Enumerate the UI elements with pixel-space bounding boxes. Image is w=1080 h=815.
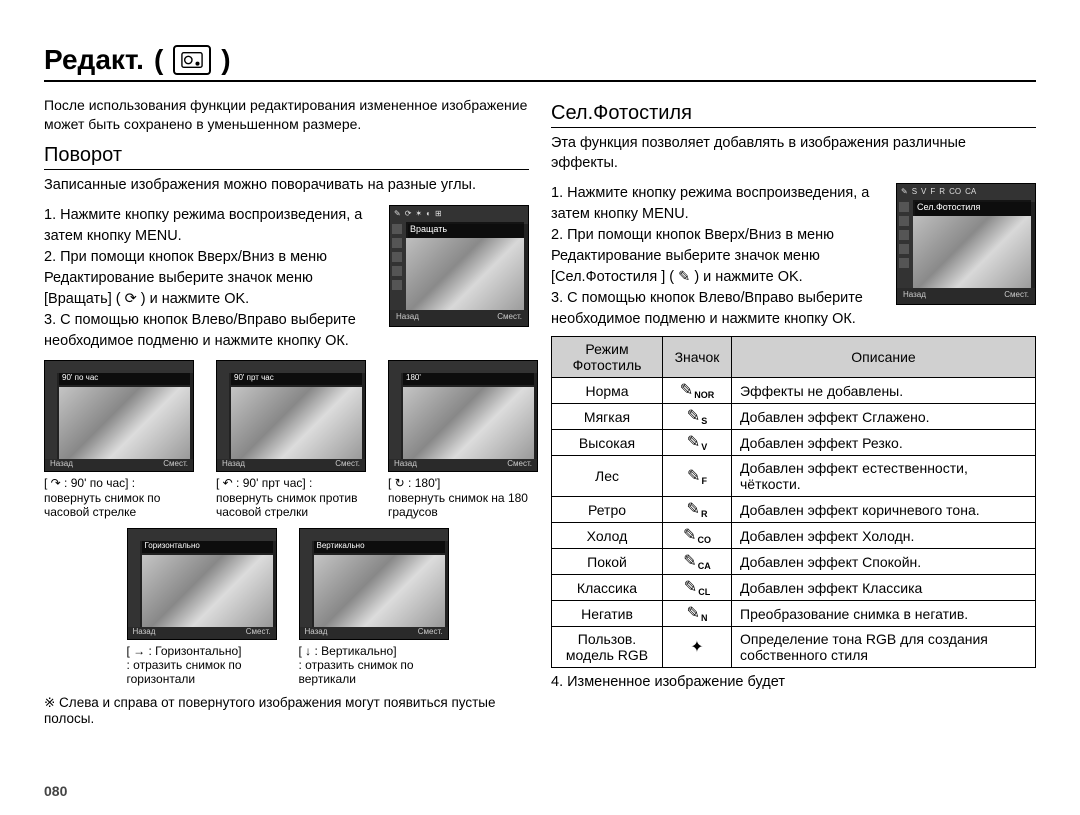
page-title: Редакт. ( ) [44, 44, 1036, 82]
table-row: Ретро✎RДобавлен эффект коричневого тона. [552, 497, 1036, 523]
photostyle-section-title: Сел.Фотостиля [551, 102, 1036, 128]
rotate-icon-inline: ⟳ [125, 291, 137, 307]
rotate-options-row-1: 90' по час НазадСмест. [ ↷ : 90' по час]… [44, 360, 529, 519]
page-title-text: Редакт. [44, 44, 144, 76]
page-number: 080 [44, 783, 67, 799]
mode-cell: Холод [552, 523, 663, 549]
rotate-opt-caption-ccw: [ ↶ : 90' прт час] : повернуть снимок пр… [216, 476, 364, 519]
rotate-opt-thumb-cw: 90' по час НазадСмест. [44, 360, 194, 472]
mode-cell: Норма [552, 378, 663, 404]
rotate-options-row-2: Горизонтально НазадСмест. [ → : Горизонт… [44, 528, 529, 687]
desc-cell: Добавлен эффект Холодн. [732, 523, 1036, 549]
icon-cell: ✎R [663, 497, 732, 523]
table-row: Холод✎COДобавлен эффект Холодн. [552, 523, 1036, 549]
rotate-section-title: Поворот [44, 144, 529, 170]
rotate-footnote: ※ Слева и справа от повернутого изображе… [44, 695, 529, 726]
rotate-opt-caption-h: [ → : Горизонтально] : отразить снимок п… [127, 644, 275, 687]
mode-cell: Негатив [552, 601, 663, 627]
icon-cell: ✎CO [663, 523, 732, 549]
desc-cell: Добавлен эффект естественности, чёткости… [732, 456, 1036, 497]
desc-cell: Добавлен эффект Резко. [732, 430, 1036, 456]
rotate-opt-caption-cw: [ ↷ : 90' по час] : повернуть снимок по … [44, 476, 192, 519]
mode-cell: Ретро [552, 497, 663, 523]
photostyle-step-2: 2. При помощи кнопок Вверх/Вниз в меню Р… [551, 225, 888, 288]
table-row: Классика✎CLДобавлен эффект Классика [552, 575, 1036, 601]
desc-cell: Преобразование снимка в негатив. [732, 601, 1036, 627]
rotate-opt-caption-v: [ ↓ : Вертикально] : отразить снимок по … [299, 644, 447, 687]
icon-cell: ✎S [663, 404, 732, 430]
mode-cell: Высокая [552, 430, 663, 456]
th-mode: Режим Фотостиль [552, 337, 663, 378]
rotate-preview-thumb: ✎⟳✶◐⊞ Вращать НазадСмест. [389, 205, 529, 327]
rotate-desc: Записанные изображения можно поворачиват… [44, 176, 529, 196]
icon-cell: ✎CL [663, 575, 732, 601]
mode-cell: Мягкая [552, 404, 663, 430]
table-row: Высокая✎VДобавлен эффект Резко. [552, 430, 1036, 456]
rotate-step-3: 3. С помощью кнопок Влево/Вправо выберит… [44, 310, 381, 352]
photostyle-desc: Эта функция позволяет добавлять в изобра… [551, 134, 1036, 173]
table-row: Негатив✎NПреобразование снимка в негатив… [552, 601, 1036, 627]
icon-cell: ✎F [663, 456, 732, 497]
table-row: Мягкая✎SДобавлен эффект Сглажено. [552, 404, 1036, 430]
photostyle-step-4: 4. Измененное изображение будет [551, 674, 1036, 690]
mode-cell: Пользов. модель RGB [552, 627, 663, 668]
icon-cell: ✎NOR [663, 378, 732, 404]
desc-cell: Определение тона RGB для создания собств… [732, 627, 1036, 668]
paren-close: ) [221, 44, 230, 76]
desc-cell: Добавлен эффект Классика [732, 575, 1036, 601]
desc-cell: Эффекты не добавлены. [732, 378, 1036, 404]
photostyle-preview-thumb: ✎SVFRCOCA Сел.Фотостиля НазадСмест. [896, 183, 1036, 305]
icon-cell: ✎CA [663, 549, 732, 575]
photostyle-table: Режим Фотостиль Значок Описание Норма✎NO… [551, 336, 1036, 668]
mode-cell: Классика [552, 575, 663, 601]
rotate-opt-thumb-h: Горизонтально НазадСмест. [127, 528, 277, 640]
rotate-opt-thumb-ccw: 90' прт час НазадСмест. [216, 360, 366, 472]
edit-icon [173, 45, 211, 75]
table-row: Норма✎NORЭффекты не добавлены. [552, 378, 1036, 404]
desc-cell: Добавлен эффект коричневого тона. [732, 497, 1036, 523]
rotate-opt-caption-180: [ ↻ : 180'] повернуть снимок на 180 град… [388, 476, 536, 519]
thumb-label: Вращать [406, 222, 524, 238]
rotate-step-2: 2. При помощи кнопок Вверх/Вниз в меню Р… [44, 247, 381, 310]
th-icon: Значок [663, 337, 732, 378]
paren-open: ( [154, 44, 163, 76]
th-desc: Описание [732, 337, 1036, 378]
table-row: Покой✎CAДобавлен эффект Спокойн. [552, 549, 1036, 575]
mode-cell: Лес [552, 456, 663, 497]
rotate-opt-thumb-180: 180' НазадСмест. [388, 360, 538, 472]
wand-icon-inline: ✎ [678, 269, 690, 285]
table-row: Пользов. модель RGB✦Определение тона RGB… [552, 627, 1036, 668]
photostyle-step-1: 1. Нажмите кнопку режима воспроизведения… [551, 183, 888, 225]
rotate-opt-thumb-v: Вертикально НазадСмест. [299, 528, 449, 640]
photostyle-step-3: 3. С помощью кнопок Влево/Вправо выберит… [551, 288, 888, 330]
icon-cell: ✎V [663, 430, 732, 456]
desc-cell: Добавлен эффект Сглажено. [732, 404, 1036, 430]
rotate-step-1: 1. Нажмите кнопку режима воспроизведения… [44, 205, 381, 247]
icon-cell: ✦ [663, 627, 732, 668]
table-row: Лес✎FДобавлен эффект естественности, чёт… [552, 456, 1036, 497]
intro-text: После использования функции редактирован… [44, 96, 529, 134]
icon-cell: ✎N [663, 601, 732, 627]
desc-cell: Добавлен эффект Спокойн. [732, 549, 1036, 575]
mode-cell: Покой [552, 549, 663, 575]
